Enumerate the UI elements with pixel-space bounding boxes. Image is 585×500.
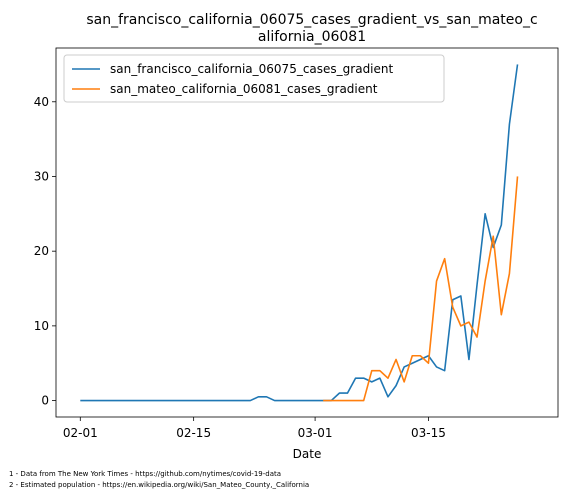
plot-frame [55, 47, 559, 418]
chart-title-line-2: alifornia_06081 [258, 29, 366, 45]
legend: san_francisco_california_06075_cases_gra… [63, 54, 445, 103]
y-tick-label-0: 0 [41, 394, 49, 408]
x-tick-label-3: 03-15 [411, 426, 446, 440]
x-axis-label: Date [293, 447, 322, 461]
series-line-san-francisco [80, 64, 519, 402]
series-line-san-mateo [323, 176, 519, 402]
legend-box [63, 54, 445, 103]
legend-label-san-francisco: san_francisco_california_06075_cases_gra… [110, 62, 394, 76]
x-tick-label-0: 02-01 [63, 426, 98, 440]
y-tick-label-1: 10 [34, 319, 49, 333]
x-tick-label-1: 02-15 [176, 426, 211, 440]
legend-label-san-mateo: san_mateo_california_06081_cases_gradien… [110, 82, 378, 96]
footnote-2: 2 - Estimated population - https://en.wi… [9, 481, 310, 489]
y-tick-label-2: 20 [34, 244, 49, 258]
y-tick-label-3: 30 [34, 169, 49, 183]
axes-layer: 0 10 20 30 40 02-01 02-15 03-01 03-15 [34, 95, 446, 440]
chart-title-line-1: san_francisco_california_06075_cases_gra… [86, 12, 537, 28]
series-layer [80, 64, 519, 402]
x-tick-label-2: 03-01 [298, 426, 333, 440]
footnote-1: 1 - Data from The New York Times - https… [9, 470, 282, 478]
y-tick-label-4: 40 [34, 95, 49, 109]
